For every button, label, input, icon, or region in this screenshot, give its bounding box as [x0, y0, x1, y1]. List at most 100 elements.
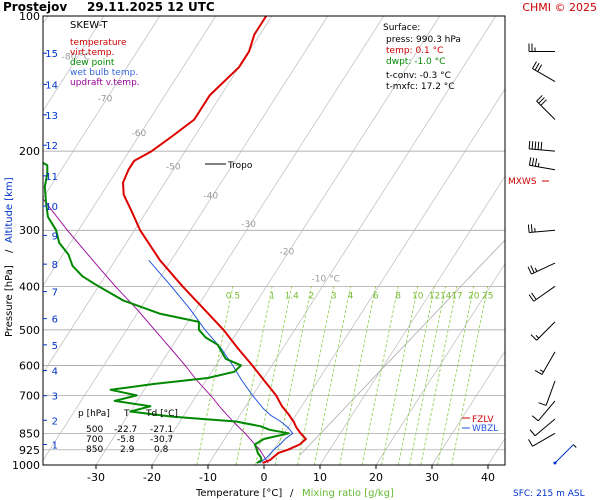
- altitude-tick-label: 15: [45, 49, 58, 60]
- legend: SKEW-T temperature virt.temp. dew point …: [70, 20, 140, 88]
- isotherm-line: [375, 263, 505, 465]
- tropopause-label: Tropo: [227, 161, 253, 171]
- isotherm-line: [319, 175, 505, 465]
- wind-barb-feather: [527, 224, 530, 233]
- altitude-tick-label: 4: [52, 367, 58, 378]
- table-cell: 0.8: [154, 445, 169, 455]
- table-header-t: T: [123, 409, 130, 419]
- altitude-tick-label: 13: [45, 111, 58, 122]
- x-axis-title-temp: Temperature [°C]: [195, 488, 282, 499]
- legend-temperature: temperature: [70, 38, 127, 48]
- wind-barb-feather: [529, 429, 536, 437]
- altitude-tick-label: 9: [52, 231, 58, 242]
- surface-press: press: 990.3 hPa: [386, 35, 461, 45]
- temp-tick-label: 20: [369, 471, 383, 484]
- wind-barb: [538, 380, 556, 406]
- pressure-tick-label: 400: [19, 280, 40, 293]
- wind-barb: [534, 351, 556, 375]
- wind-barb: [530, 321, 556, 341]
- wind-barb-staff: [529, 229, 556, 233]
- surface-temp: temp: 0.1 °C: [386, 46, 443, 56]
- mixing-ratio-line: [339, 286, 377, 465]
- altitude-tick-label: 5: [52, 341, 58, 352]
- pressure-tick-label: 300: [19, 224, 40, 237]
- wind-barb-staff: [534, 418, 556, 437]
- wind-barb-feather: [540, 141, 543, 150]
- wind-barb: [528, 43, 555, 53]
- mixing-ratio-line: [361, 286, 399, 465]
- wind-barb-feather: [531, 157, 535, 166]
- altitude-tick-label: 1: [52, 440, 58, 451]
- wind-barb: [527, 224, 556, 233]
- wind-barb-feather: [531, 292, 537, 300]
- temp-tick-label: -20: [143, 471, 161, 484]
- legend-title: SKEW-T: [70, 20, 108, 31]
- legend-virt-temp: virt.temp.: [70, 48, 114, 58]
- wind-barb: [553, 444, 577, 465]
- wind-barb: [528, 157, 556, 171]
- wind-barb-feather: [538, 97, 545, 104]
- table-cell: 850: [86, 445, 103, 455]
- isotherm-line: [43, 16, 105, 112]
- mixing-ratio-line: [314, 286, 351, 465]
- isotherm-line: [43, 16, 329, 461]
- isotherm-line: [43, 16, 273, 374]
- datetime-title: 29.11.2025 12 UTC: [87, 0, 215, 14]
- mixing-ratio-label: 1.4: [285, 291, 300, 301]
- mixing-ratio-label: 25: [482, 291, 493, 301]
- mixing-ratio-line: [398, 286, 435, 465]
- profile-lines: -80 °C -70 -60 -50 -40 -30 -20 -10 °C 0.5 1 1.4 2 3 4…: [43, 16, 493, 464]
- mixing-ratio-line: [255, 286, 293, 465]
- wind-barb-staff: [536, 321, 556, 341]
- wind-barb: [536, 95, 556, 120]
- pressure-tick-label: 925: [19, 444, 40, 457]
- station-title: Prostejov: [3, 0, 67, 14]
- temp-tick-label: 0: [261, 471, 268, 484]
- altitude-tick-label: 2: [52, 416, 58, 427]
- isotherm-label: -80 °C: [62, 53, 90, 63]
- wind-barb: [531, 400, 556, 422]
- wind-barb-staff: [529, 164, 556, 171]
- mixing-ratio-label: 6: [373, 291, 379, 301]
- isotherm-line: [43, 16, 217, 287]
- wind-barbs: [527, 43, 577, 465]
- wind-barb-feather: [528, 157, 532, 166]
- wind-barb-feather: [537, 64, 543, 72]
- isotherm-label: -10 °C: [312, 274, 340, 284]
- isotherm-line: [43, 16, 161, 199]
- wind-barb-staff: [537, 400, 556, 422]
- wind-barb-staff: [536, 100, 556, 120]
- pressure-tick-label: 200: [19, 145, 40, 158]
- isotherm-label: -20: [279, 248, 294, 258]
- surface-dwpt: dwpt: -1.0 °C: [386, 57, 445, 67]
- altitude-tick-label: 8: [52, 260, 58, 271]
- wind-barb-feather: [531, 415, 539, 422]
- pressure-tick-label: 600: [19, 359, 40, 372]
- mixing-ratio-label: 1: [269, 291, 275, 301]
- fzl-label: FZLV: [472, 415, 494, 425]
- wind-barb: [528, 285, 556, 302]
- series-line-dew-point: [43, 161, 290, 464]
- level-table: p [hPa] T Td [°C] 500 -22.7 -27.1 700 -5…: [78, 409, 178, 455]
- wind-barb-staff: [532, 68, 556, 83]
- pressure-tick-label: 100: [19, 10, 40, 23]
- wind-barb-half-feather: [537, 162, 540, 167]
- mixing-ratio-label: 12: [429, 291, 440, 301]
- wind-barb-feather: [534, 370, 543, 375]
- mixing-ratio-label: 14: [440, 291, 452, 301]
- series-line-wet-bulb-temp: [148, 259, 294, 464]
- wind-barb: [528, 432, 556, 447]
- wind-barb-feather: [527, 266, 532, 275]
- isotherm-line: [207, 16, 497, 465]
- wind-barb-feather: [537, 141, 540, 150]
- wind-barb-feather: [530, 265, 535, 273]
- temp-tick-label: -30: [87, 471, 105, 484]
- mixing-ratio-line: [437, 286, 475, 465]
- y-axis-title-pressure: Pressure [hPa]: [4, 265, 15, 337]
- wind-barb-staff: [531, 262, 556, 275]
- mixing-ratio-line: [235, 286, 273, 465]
- legend-updraft: updraft v.temp.: [70, 78, 140, 88]
- wind-barb-feather: [530, 334, 537, 341]
- isotherm-line: [151, 16, 441, 465]
